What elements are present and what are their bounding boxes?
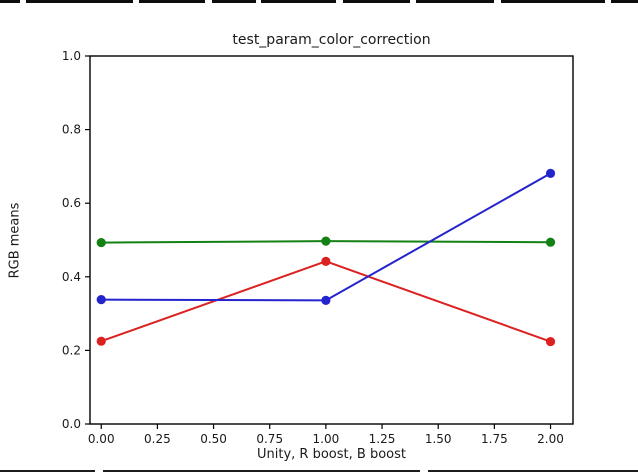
artifact-gap xyxy=(605,0,611,3)
x-tick-label: 0.75 xyxy=(256,432,283,446)
artifact-gap xyxy=(420,470,428,472)
artifact-gap xyxy=(256,0,261,3)
data-point-green-x2 xyxy=(545,237,556,247)
data-point-blue-x1 xyxy=(321,295,331,305)
axes-box xyxy=(89,55,574,425)
x-tick-label: 2.00 xyxy=(537,432,564,446)
y-tick-label: 0.0 xyxy=(62,417,81,431)
data-point-blue-x0 xyxy=(96,295,106,305)
data-point-green-x0 xyxy=(96,237,106,248)
x-tick-label: 1.75 xyxy=(481,432,508,446)
data-point-red-x2 xyxy=(545,336,556,347)
data-point-blue-x2 xyxy=(545,168,556,178)
artifact-bottom-bar xyxy=(0,470,638,472)
x-tick-label: 0.25 xyxy=(144,432,171,446)
y-tick-label: 0.2 xyxy=(62,343,81,357)
x-tick-label: 1.00 xyxy=(313,432,340,446)
chart-title: test_param_color_correction xyxy=(232,32,431,48)
x-tick-label: 0.00 xyxy=(88,432,115,446)
artifact-gap xyxy=(410,0,416,3)
y-tick-label: 0.8 xyxy=(62,123,81,137)
data-point-red-x0 xyxy=(96,336,106,346)
artifact-gap xyxy=(205,0,212,3)
x-tick-label: 1.25 xyxy=(369,432,396,446)
x-tick-label: 1.50 xyxy=(425,432,452,446)
artifact-gap xyxy=(95,470,103,472)
artifact-gap xyxy=(20,0,26,3)
data-point-green-x1 xyxy=(321,236,331,246)
artifact-gap xyxy=(494,0,501,3)
y-tick-label: 1.0 xyxy=(62,49,81,63)
x-axis-label: Unity, R boost, B boost xyxy=(257,447,406,462)
artifact-gap xyxy=(133,0,139,3)
data-point-red-x1 xyxy=(321,256,331,266)
artifact-top-bar xyxy=(0,0,638,3)
y-tick-label: 0.4 xyxy=(62,270,81,284)
x-tick-label: 0.50 xyxy=(200,432,227,446)
artifact-gap xyxy=(336,0,343,3)
y-tick-label: 0.6 xyxy=(62,196,81,210)
